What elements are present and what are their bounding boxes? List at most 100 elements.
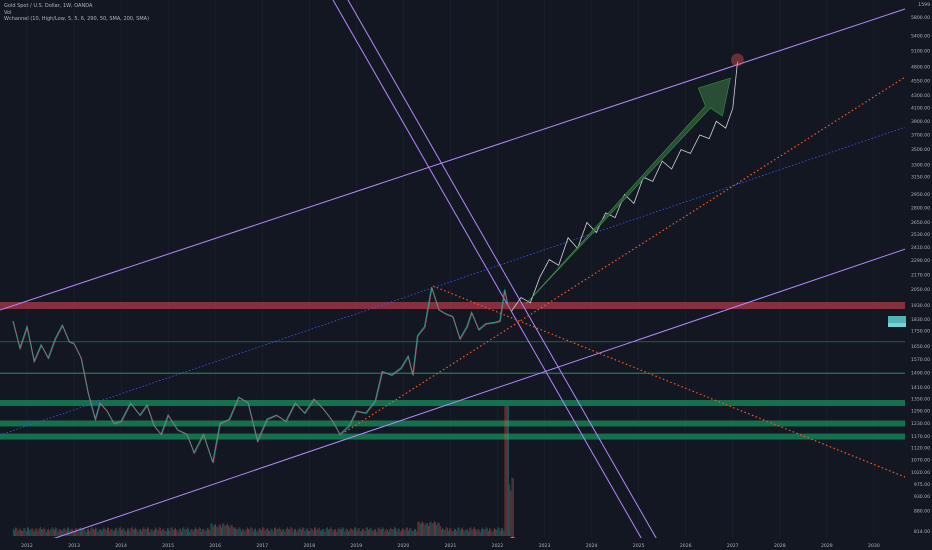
resistance-zone [0,301,905,309]
legend-volume[interactable]: Vol [4,9,12,16]
volume-bar [57,531,59,536]
volume-bar [396,531,398,536]
volume-bar [279,529,281,536]
volume-bar [351,528,353,536]
volume-bar [48,528,49,536]
volume-bar [63,527,65,536]
orange-dotted-resistance[interactable] [432,285,932,489]
volume-bar [505,406,507,536]
volume-bar [109,531,111,536]
volume-bar [59,529,61,536]
price-tick-label: 1070.00 [911,457,930,463]
volume-bar [119,527,121,536]
volume-bar [483,529,485,536]
volume-bar [346,528,348,536]
volume-bar [263,527,265,536]
volume-bar [43,527,45,536]
target-circle[interactable] [731,53,744,67]
volume-bar [38,528,40,536]
volume-bar [323,529,325,536]
volume-bar [352,530,354,536]
volume-bar [258,527,260,536]
time-tick-label: 2020 [398,543,410,549]
volume-bar [278,527,280,536]
volume-bar [156,528,158,536]
blue-dotted-trend[interactable] [0,117,932,436]
volume-bar [25,531,27,536]
volume-bar [81,529,82,536]
volume-bar [452,530,454,536]
volume-bar [377,528,379,536]
volume-bar [509,484,511,536]
price-tick-label: 2050.00 [911,287,930,293]
price-tick-label: 2530.00 [911,232,930,238]
volume-bar [51,527,53,536]
volume-bar [202,528,204,536]
volume-bar [305,528,307,536]
volume-bar [501,528,502,536]
time-tick-label: 2013 [68,543,80,549]
volume-bar [123,528,125,536]
time-tick-label: 2015 [162,543,174,549]
volume-bar [54,529,55,536]
volume-bar [277,528,279,536]
diagonal-line-2[interactable] [347,0,664,550]
time-tick-label: 2021 [445,543,457,549]
volume-bar [176,529,178,536]
volume-bar [478,529,480,536]
price-tick-label: 1350.00 [911,397,930,403]
volume-bar [62,530,64,536]
volume-bar [121,530,122,536]
volume-bar [290,527,292,536]
volume-bar [216,526,218,536]
volume-bar [431,523,433,536]
volume-bar [163,528,165,536]
volume-bar [349,530,351,536]
volume-bar [34,532,35,536]
volume-bar [355,527,356,536]
legend-indicator[interactable]: Wchannel (10, High/Low, 5, 5, 6, 290, 50… [4,16,150,22]
volume-bar [157,530,159,536]
volume-bar [188,528,189,536]
volume-bar [36,528,38,536]
volume-bar [248,528,249,536]
volume-bar [275,527,276,536]
volume-bar [417,521,419,536]
volume-bar [315,527,316,536]
volume-bar [251,527,253,536]
price-tick-label: 3700.00 [911,133,930,139]
volume-bar [224,525,226,536]
volume-bar [392,529,394,536]
channel-upper-line[interactable] [0,0,932,311]
volume-bar [409,528,411,536]
volume-bar [502,527,504,536]
volume-bar [79,527,81,536]
volume-bar [284,531,286,536]
volume-bar [101,531,102,536]
volume-bar [83,527,85,536]
volume-bar [23,527,25,536]
volume-bar [319,529,321,536]
time-tick-label: 2014 [115,543,127,549]
volume-bar [306,528,308,536]
price-tick-label: 2170.00 [911,272,930,278]
volume-bar [361,531,362,536]
volume-bar [285,528,287,536]
volume-bar [449,528,451,536]
volume-bar [243,529,245,536]
volume-bar [504,406,506,536]
volume-bar [408,530,409,536]
volume-bar [318,527,320,536]
volume-bar [239,528,241,536]
volume-bar [136,529,138,536]
volume-bar [484,529,486,536]
volume-bar [261,530,262,536]
channel-lower-line[interactable] [19,239,932,550]
volume-bar [61,530,62,536]
volume-bar [56,528,58,536]
volume-bar [389,529,391,536]
diagonal-line-1[interactable] [332,0,649,550]
price-tick-label: 4300.00 [911,93,930,99]
